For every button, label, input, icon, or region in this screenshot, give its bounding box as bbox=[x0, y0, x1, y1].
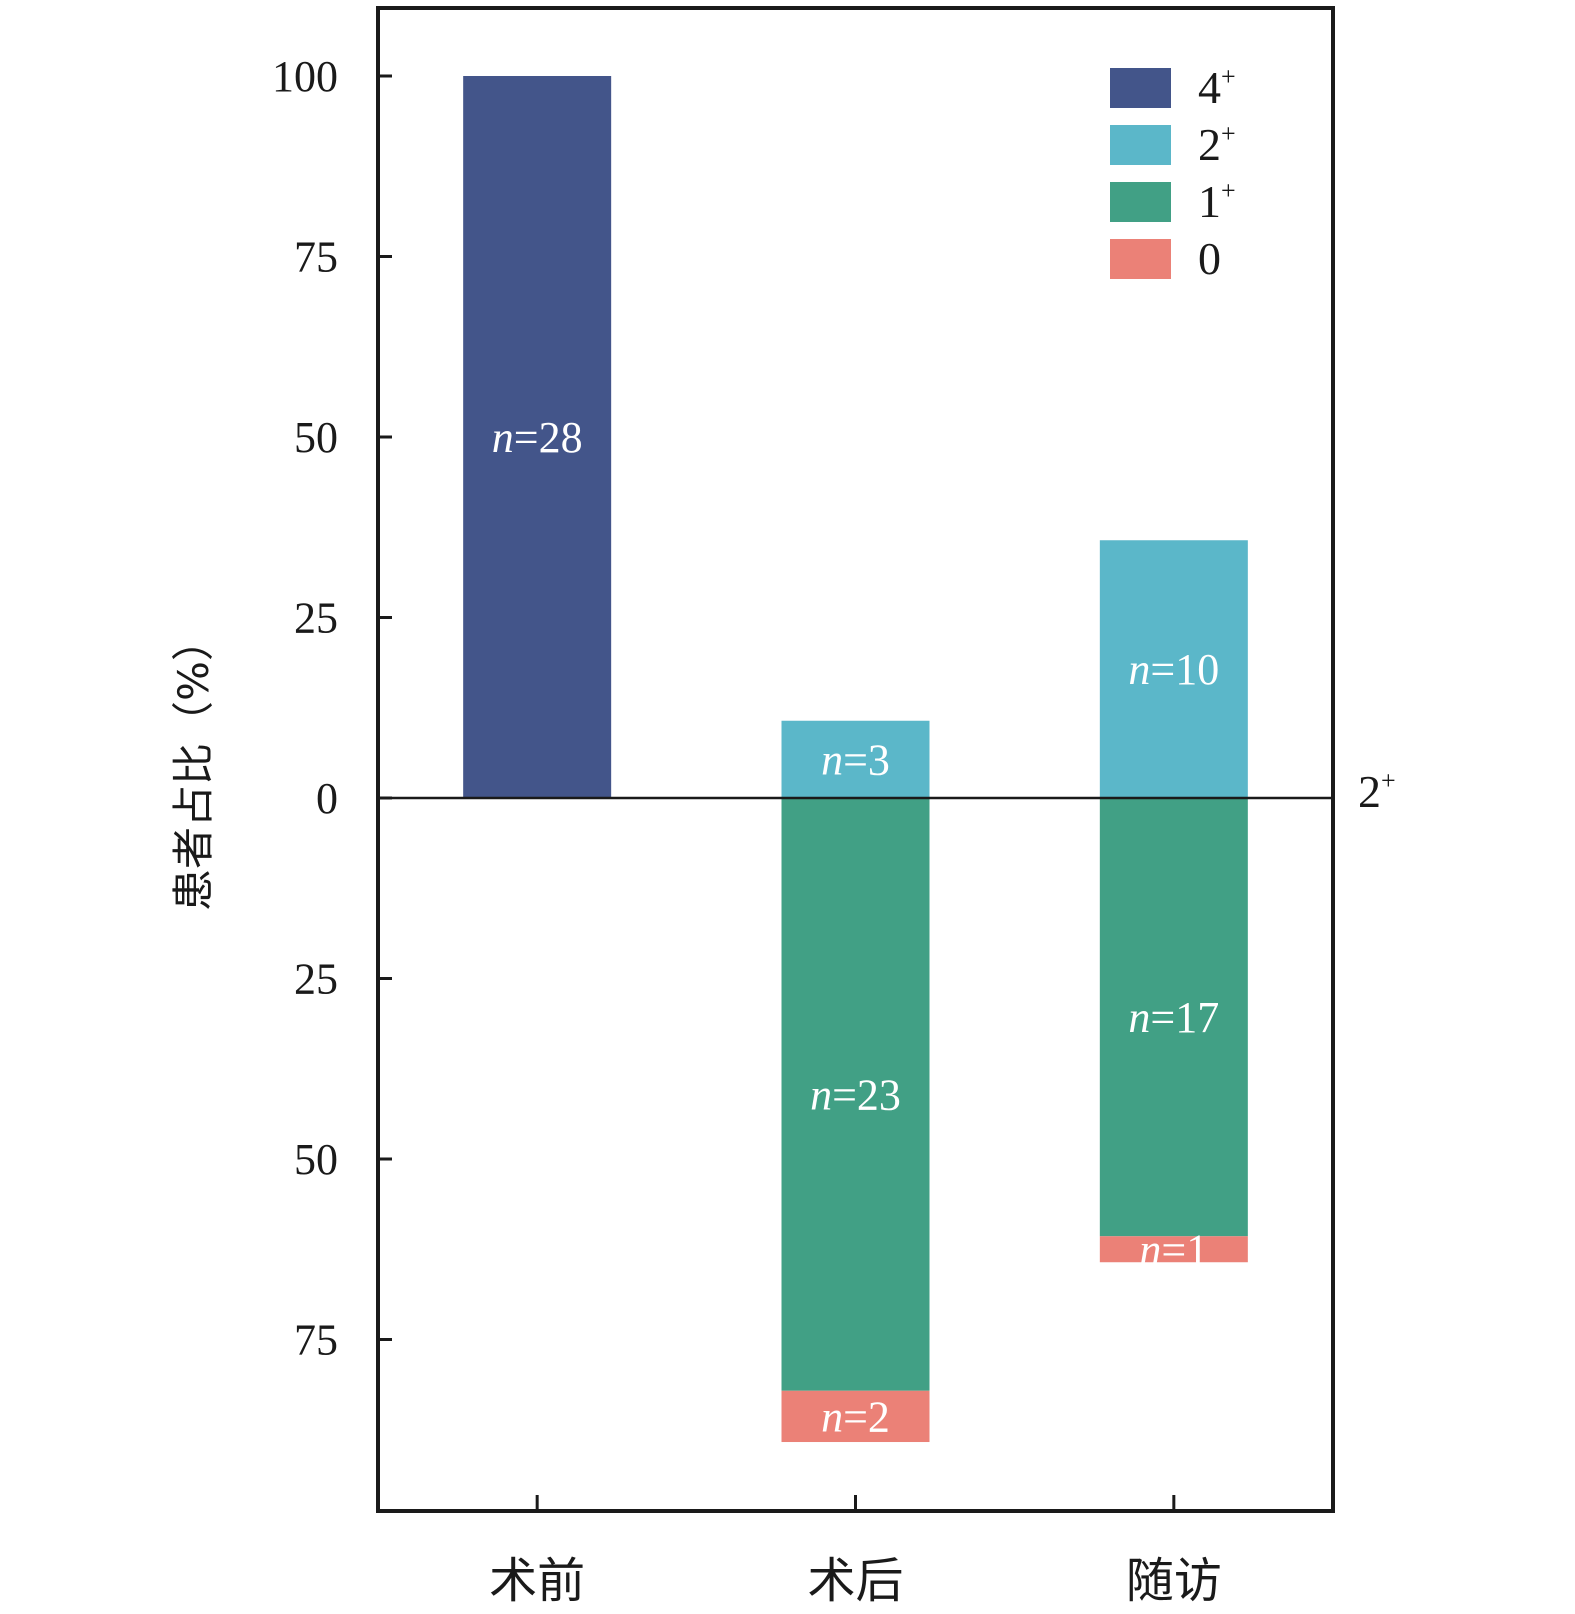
legend: 4+2+1+0 bbox=[1110, 62, 1236, 284]
bar-label-variable: n bbox=[492, 413, 514, 462]
legend-label-3: 0 bbox=[1198, 233, 1221, 284]
legend-label-sup: + bbox=[1221, 62, 1236, 91]
legend-swatch-3 bbox=[1110, 239, 1171, 279]
x-tick-label-术前: 术前 bbox=[489, 1553, 585, 1609]
bar-随访-series-2 bbox=[1099, 798, 1248, 1237]
bar-术后-series-1 bbox=[781, 720, 930, 798]
legend-label-base: 2 bbox=[1198, 119, 1221, 170]
y-tick-label: 75 bbox=[294, 233, 338, 282]
bar-label-value: =10 bbox=[1150, 645, 1219, 694]
bar-label-value: =28 bbox=[514, 413, 583, 462]
legend-label-1: 2+ bbox=[1198, 119, 1236, 170]
bar-label-随访-series-2: n=17 bbox=[1128, 993, 1219, 1042]
bar-label-随访-series-3: n=1 bbox=[1139, 1225, 1208, 1274]
reference-line-label-base: 2 bbox=[1358, 766, 1381, 817]
legend-swatch-2 bbox=[1110, 182, 1171, 222]
bar-label-variable: n bbox=[1128, 645, 1150, 694]
y-tick-label: 50 bbox=[294, 1135, 338, 1184]
bar-label-variable: n bbox=[821, 735, 843, 784]
y-tick-label: 75 bbox=[294, 1316, 338, 1365]
bar-术后-series-2 bbox=[781, 798, 930, 1391]
x-tick-label-随访: 随访 bbox=[1126, 1553, 1222, 1609]
legend-label-2: 1+ bbox=[1198, 176, 1236, 227]
bar-label-value: =1 bbox=[1161, 1225, 1208, 1274]
bar-label-随访-series-1: n=10 bbox=[1128, 645, 1219, 694]
legend-label-base: 1 bbox=[1198, 176, 1221, 227]
legend-label-base: 0 bbox=[1198, 233, 1221, 284]
bar-label-value: =2 bbox=[843, 1392, 890, 1441]
bar-label-术后-series-1: n=3 bbox=[821, 735, 890, 784]
bar-label-术后-series-2: n=23 bbox=[810, 1070, 901, 1119]
legend-label-sup: + bbox=[1221, 119, 1236, 148]
bar-label-variable: n bbox=[821, 1392, 843, 1441]
bar-术前-series-0 bbox=[463, 76, 612, 798]
bars-layer: n=28n=3n=23n=2n=10n=17n=1 bbox=[463, 76, 1248, 1443]
reference-line-label: 2+ bbox=[1358, 766, 1396, 817]
y-tick-label: 50 bbox=[294, 413, 338, 462]
bar-label-variable: n bbox=[810, 1070, 832, 1119]
legend-label-sup: + bbox=[1221, 176, 1236, 205]
bar-label-value: =3 bbox=[843, 735, 890, 784]
legend-label-base: 4 bbox=[1198, 62, 1221, 113]
y-tick-label: 25 bbox=[294, 594, 338, 643]
y-tick-label: 0 bbox=[316, 774, 338, 823]
bar-label-术后-series-3: n=2 bbox=[821, 1392, 890, 1441]
bar-label-术前-series-0: n=28 bbox=[492, 413, 583, 462]
y-axis-label: 患者占比（%） bbox=[169, 619, 218, 911]
bar-随访-series-3 bbox=[1099, 1236, 1248, 1263]
legend-swatch-0 bbox=[1110, 68, 1171, 108]
x-tick-label-术后: 术后 bbox=[807, 1553, 903, 1609]
reference-line-label-sup: + bbox=[1381, 766, 1396, 795]
legend-swatch-1 bbox=[1110, 125, 1171, 165]
bar-label-variable: n bbox=[1139, 1225, 1161, 1274]
bar-label-value: =23 bbox=[832, 1070, 901, 1119]
legend-label-0: 4+ bbox=[1198, 62, 1236, 113]
bar-label-value: =17 bbox=[1150, 993, 1219, 1042]
ticks-layer: 100 75 50 25 0 25 50 75 术前 术后 随访 bbox=[272, 52, 1222, 1609]
bar-随访-series-1 bbox=[1099, 540, 1248, 798]
y-tick-label: 100 bbox=[272, 52, 338, 101]
bar-label-variable: n bbox=[1128, 993, 1150, 1042]
y-tick-label: 25 bbox=[294, 955, 338, 1004]
bar-术后-series-3 bbox=[781, 1390, 930, 1443]
